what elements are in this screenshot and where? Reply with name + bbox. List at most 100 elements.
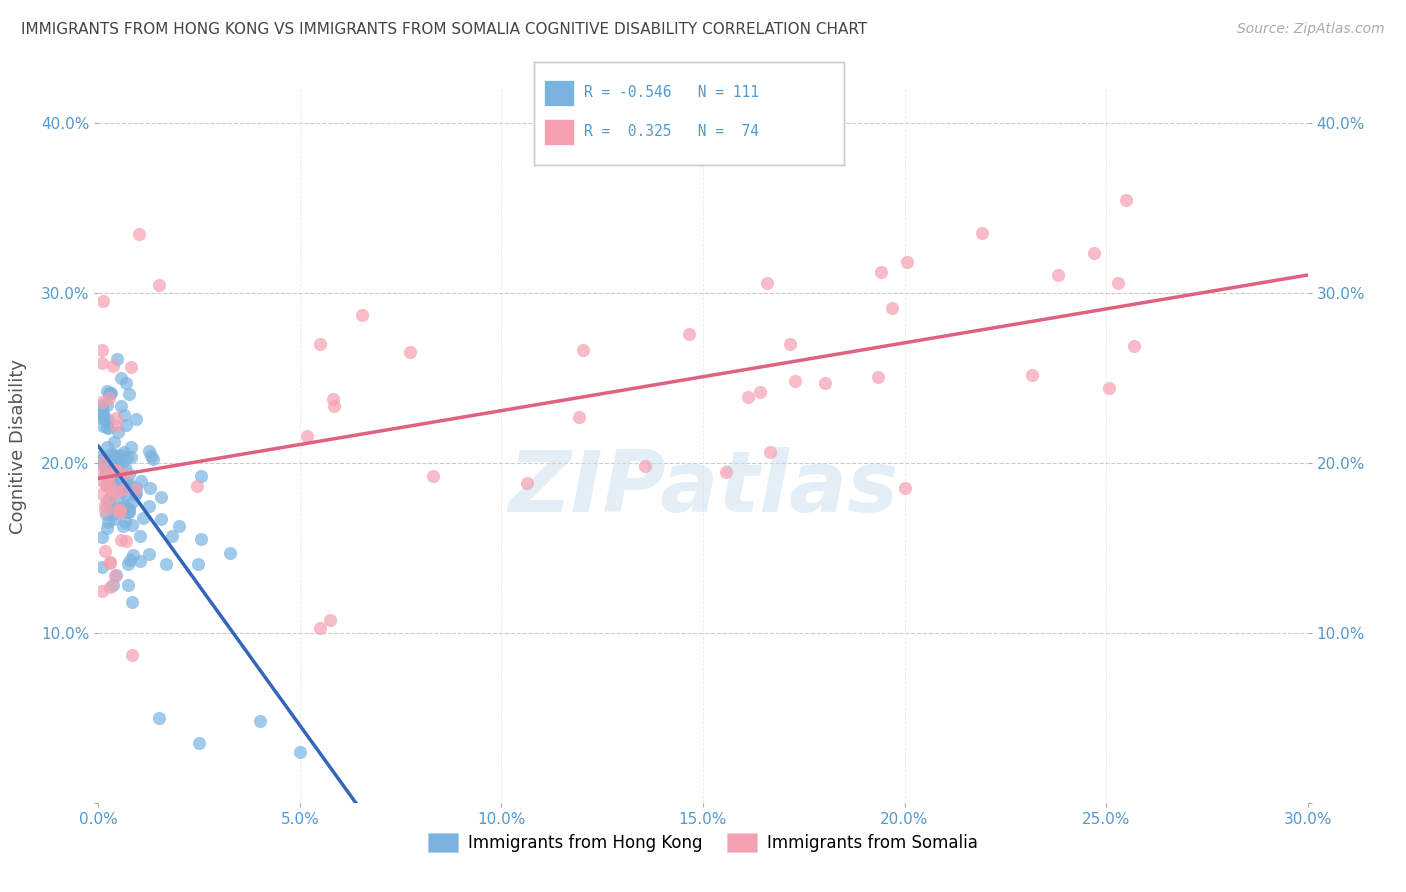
Point — [101, 453, 124, 467]
Point — [120, 440, 142, 454]
Point — [91, 418, 114, 433]
Point — [288, 745, 311, 759]
Point — [93, 455, 115, 469]
Point — [110, 371, 132, 385]
Point — [110, 473, 132, 487]
Point — [93, 410, 115, 425]
Point — [94, 503, 117, 517]
Point — [91, 530, 114, 544]
Point — [98, 386, 121, 401]
Point — [94, 477, 117, 491]
Point — [91, 406, 114, 420]
Point — [422, 469, 444, 483]
Point — [678, 326, 700, 341]
Text: ZIPatlas: ZIPatlas — [508, 447, 898, 531]
Point — [118, 477, 141, 491]
Point — [114, 515, 136, 529]
Point — [399, 345, 422, 359]
Point — [297, 429, 319, 443]
Point — [105, 568, 128, 582]
Point — [105, 419, 128, 434]
Point — [97, 470, 120, 484]
Point — [91, 451, 114, 466]
Point — [103, 449, 125, 463]
Point — [124, 483, 146, 497]
Point — [114, 533, 136, 548]
Point — [100, 447, 122, 461]
Point — [186, 479, 208, 493]
Point — [124, 488, 146, 502]
Point — [107, 425, 129, 440]
Point — [124, 485, 146, 500]
Point — [100, 474, 122, 488]
Point — [115, 376, 138, 390]
Point — [100, 483, 122, 498]
Point — [94, 477, 117, 491]
Point — [96, 420, 118, 434]
Point — [96, 479, 118, 493]
Bar — [544, 119, 575, 145]
Text: R =  0.325   N =  74: R = 0.325 N = 74 — [583, 124, 759, 138]
Point — [91, 456, 114, 470]
Point — [120, 553, 142, 567]
Point — [98, 387, 121, 401]
Point — [122, 548, 145, 562]
Point — [114, 478, 136, 492]
Point — [101, 577, 124, 591]
Point — [138, 500, 160, 514]
Point — [107, 475, 129, 489]
Point — [219, 546, 242, 560]
Point — [91, 473, 114, 487]
Point — [167, 519, 190, 533]
Point — [91, 449, 114, 463]
Point — [1097, 381, 1119, 395]
Point — [633, 458, 655, 473]
Point — [91, 464, 114, 478]
Point — [758, 445, 780, 459]
Point — [96, 398, 118, 412]
Point — [110, 533, 132, 548]
Point — [148, 711, 170, 725]
Point — [319, 613, 342, 627]
Point — [188, 736, 211, 750]
Point — [98, 555, 121, 569]
Point — [115, 450, 138, 464]
Point — [138, 547, 160, 561]
Point — [755, 276, 778, 290]
Point — [118, 387, 141, 401]
Point — [98, 580, 121, 594]
Point — [98, 392, 121, 406]
Point — [972, 226, 994, 240]
Point — [97, 421, 120, 435]
Point — [93, 410, 115, 425]
Point — [94, 463, 117, 477]
Point — [91, 410, 114, 425]
Point — [748, 384, 770, 399]
Point — [187, 557, 209, 571]
Point — [350, 308, 373, 322]
Point — [105, 463, 128, 477]
Point — [110, 400, 132, 414]
Point — [107, 450, 129, 464]
Point — [516, 476, 538, 491]
Point — [97, 460, 120, 475]
Point — [121, 595, 143, 609]
Point — [108, 503, 131, 517]
Point — [111, 500, 134, 515]
Point — [114, 467, 136, 481]
Bar — [544, 80, 575, 106]
Point — [101, 475, 124, 490]
Point — [97, 515, 120, 529]
Point — [98, 491, 121, 505]
Point — [98, 477, 121, 491]
Point — [149, 491, 172, 505]
Point — [115, 418, 138, 433]
Point — [105, 458, 128, 473]
Point — [149, 512, 172, 526]
Point — [105, 351, 128, 366]
Point — [1107, 276, 1129, 290]
Point — [104, 569, 127, 583]
Point — [117, 504, 139, 518]
Point — [100, 473, 122, 487]
Point — [96, 521, 118, 535]
